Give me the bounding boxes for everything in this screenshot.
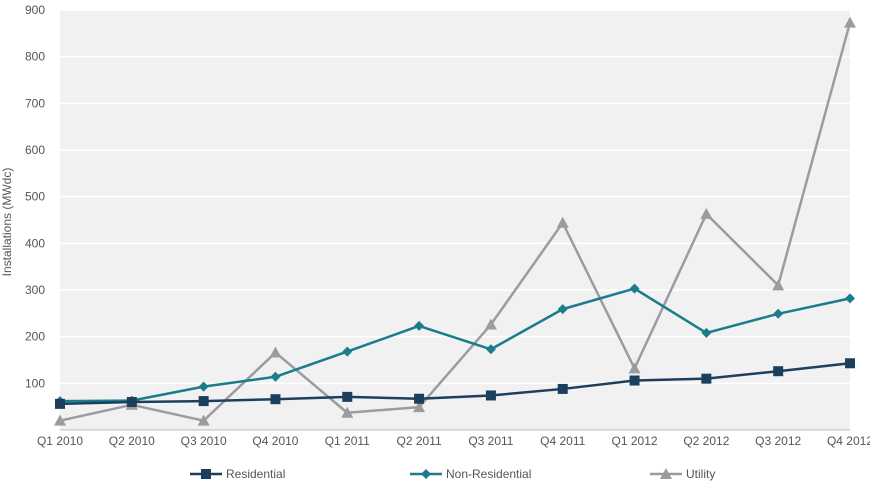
legend-swatch-marker <box>201 469 211 479</box>
y-tick-label: 900 <box>25 3 45 17</box>
data-point-utility <box>700 207 713 219</box>
legend-label: Non-Residential <box>446 467 531 481</box>
data-point-non-residential <box>414 320 425 331</box>
y-axis-label: Installations (MWdc) <box>0 168 14 277</box>
data-point-utility <box>197 414 210 426</box>
data-point-utility <box>556 216 569 228</box>
y-tick-label: 400 <box>25 236 45 250</box>
legend-label: Utility <box>686 467 715 481</box>
data-point-utility <box>54 414 66 426</box>
x-tick-label: Q4 2010 <box>252 434 298 448</box>
data-point-non-residential <box>198 381 209 392</box>
data-point-residential <box>557 383 568 394</box>
series-utility <box>54 16 856 426</box>
legend-item-utility: Utility <box>650 467 715 481</box>
data-point-utility <box>484 318 497 330</box>
x-tick-label: Q4 2012 <box>827 434 870 448</box>
x-tick-label: Q2 2010 <box>109 434 155 448</box>
data-point-non-residential <box>845 293 855 304</box>
y-tick-label: 800 <box>25 50 45 64</box>
data-point-residential <box>845 358 855 369</box>
y-tick-label: 700 <box>25 96 45 110</box>
y-tick-label: 300 <box>25 283 45 297</box>
legend-item-residential: Residential <box>190 467 285 481</box>
data-point-residential <box>485 390 496 401</box>
data-point-residential <box>701 373 712 384</box>
y-tick-label: 500 <box>25 190 45 204</box>
series-line-non-residential <box>59 287 851 403</box>
legend-label: Residential <box>226 467 285 481</box>
y-tick-labels: 100 200 300 400 500 600 700 800 900 <box>25 3 45 390</box>
data-point-residential <box>414 393 425 404</box>
x-tick-label: Q1 2012 <box>612 434 658 448</box>
x-tick-labels: Q1 2010 Q2 2010 Q3 2010 Q4 2010 Q1 2011 Q2 20… <box>37 434 870 448</box>
data-point-residential <box>342 391 353 402</box>
data-point-non-residential <box>629 283 640 294</box>
legend-swatch-marker <box>660 468 672 479</box>
data-point-non-residential <box>773 308 784 319</box>
data-point-non-residential <box>342 346 353 357</box>
x-tick-label: Q3 2010 <box>181 434 227 448</box>
x-tick-label: Q1 2010 <box>37 434 83 448</box>
plot-background <box>60 10 850 430</box>
series <box>54 16 856 426</box>
y-tick-label: 600 <box>25 143 45 157</box>
x-tick-label: Q2 2012 <box>683 434 729 448</box>
legend: Residential Non-Residential Utility <box>190 467 715 481</box>
data-point-residential <box>55 398 65 409</box>
x-tick-label: Q4 2011 <box>540 434 585 448</box>
data-point-residential <box>198 396 209 407</box>
data-point-utility <box>844 16 856 28</box>
data-point-utility <box>628 362 641 374</box>
series-line-residential <box>59 362 851 406</box>
series-line-utility <box>59 22 852 422</box>
data-point-utility <box>413 401 426 413</box>
legend-swatch-marker <box>421 469 431 479</box>
x-tick-label: Q2 2011 <box>397 434 442 448</box>
data-point-non-residential <box>557 304 568 315</box>
y-tick-label: 100 <box>25 376 45 390</box>
data-point-utility <box>772 279 785 291</box>
data-point-utility <box>269 346 282 358</box>
data-point-residential <box>126 397 137 407</box>
series-residential <box>55 358 855 409</box>
data-point-non-residential <box>270 371 281 382</box>
legend-item-non-residential: Non-Residential <box>410 467 531 481</box>
data-point-residential <box>629 375 640 386</box>
y-tick-label: 200 <box>25 330 45 344</box>
data-point-utility <box>341 406 354 418</box>
x-tick-label: Q3 2011 <box>468 434 513 448</box>
data-point-non-residential <box>485 344 496 355</box>
x-tick-label: Q3 2012 <box>755 434 801 448</box>
data-point-residential <box>773 366 784 377</box>
data-point-non-residential <box>701 327 712 338</box>
data-point-residential <box>270 394 281 405</box>
x-tick-label: Q1 2011 <box>325 434 370 448</box>
